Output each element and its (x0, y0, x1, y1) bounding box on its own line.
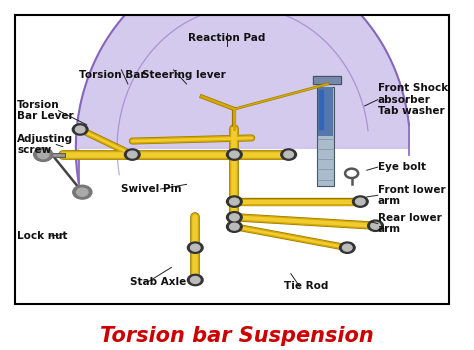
Circle shape (73, 185, 92, 199)
Circle shape (284, 151, 293, 158)
Circle shape (187, 274, 203, 286)
Text: Torsion Bar: Torsion Bar (80, 70, 146, 80)
Text: Reaction Pad: Reaction Pad (188, 33, 265, 43)
Polygon shape (76, 0, 409, 183)
Circle shape (227, 149, 242, 160)
Circle shape (34, 148, 53, 161)
Circle shape (75, 126, 85, 133)
Circle shape (227, 196, 242, 207)
Circle shape (227, 221, 242, 232)
Text: Eye bolt: Eye bolt (378, 162, 426, 172)
Text: Steering lever: Steering lever (142, 70, 226, 80)
Circle shape (229, 151, 239, 158)
Circle shape (343, 244, 352, 251)
Circle shape (229, 214, 239, 221)
Circle shape (339, 242, 355, 253)
Circle shape (125, 149, 140, 160)
Text: Front Shock
absorber
Tab washer: Front Shock absorber Tab washer (378, 83, 448, 116)
Text: Rear lower
arm: Rear lower arm (378, 213, 441, 234)
Circle shape (73, 124, 88, 135)
FancyBboxPatch shape (317, 87, 334, 186)
Circle shape (368, 220, 383, 231)
Circle shape (371, 222, 380, 229)
Circle shape (227, 212, 242, 223)
Circle shape (353, 196, 368, 207)
Circle shape (229, 223, 239, 230)
Circle shape (187, 242, 203, 253)
Text: Torsion
Bar Lever: Torsion Bar Lever (17, 100, 74, 121)
Text: Stab Axle: Stab Axle (130, 277, 186, 287)
Polygon shape (312, 76, 341, 84)
Circle shape (356, 198, 365, 205)
Text: Lock nut: Lock nut (17, 231, 68, 241)
Text: Adjusting
screw: Adjusting screw (17, 134, 73, 155)
Circle shape (37, 150, 49, 159)
Text: Swivel Pin: Swivel Pin (121, 184, 182, 194)
Circle shape (77, 188, 88, 196)
Circle shape (191, 244, 200, 251)
Circle shape (229, 198, 239, 205)
FancyBboxPatch shape (318, 87, 333, 136)
Circle shape (281, 149, 296, 160)
Circle shape (191, 276, 200, 284)
Circle shape (128, 151, 137, 158)
Text: Torsion bar Suspension: Torsion bar Suspension (100, 327, 374, 346)
Text: Front lower
arm: Front lower arm (378, 184, 445, 206)
Text: Tie Rod: Tie Rod (284, 281, 328, 291)
